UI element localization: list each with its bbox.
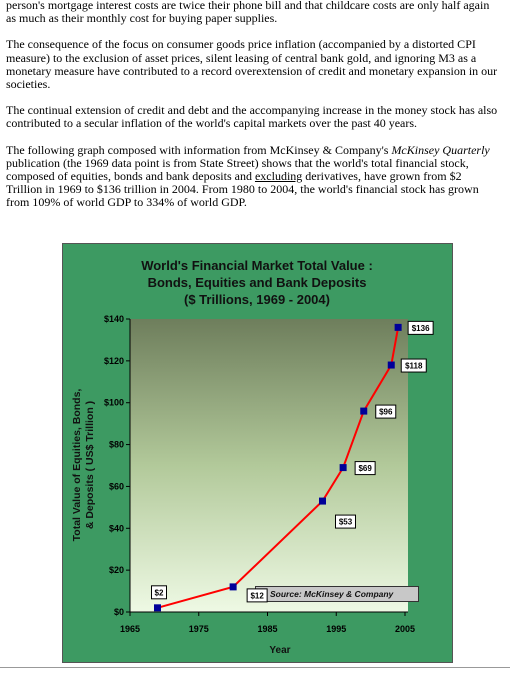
data-label-box [246, 588, 268, 603]
data-point [387, 361, 395, 369]
y-tick-label: $140 [104, 314, 124, 324]
data-point [339, 464, 347, 472]
x-axis-label: Year [269, 645, 290, 656]
chart-title: World's Financial Market Total Value : [141, 258, 373, 273]
chart-title: ($ Trillions, 1969 - 2004) [184, 292, 330, 307]
y-tick-label: $0 [114, 607, 124, 617]
y-axis-label: & Deposits ( US$ Trillion ) [84, 401, 96, 529]
data-label-box [354, 461, 376, 476]
y-tick-label: $80 [109, 440, 124, 450]
data-label: $96 [379, 408, 393, 417]
text: The continual extension of credit and de… [6, 103, 498, 131]
y-tick-label: $100 [104, 398, 124, 408]
data-label-box [407, 320, 434, 335]
data-label: $136 [412, 324, 430, 333]
data-point [319, 497, 326, 505]
data-label: $69 [358, 464, 372, 473]
emphasis: excluding [254, 169, 303, 184]
data-label: $118 [405, 362, 423, 371]
document: person's mortgage interest costs are twi… [6, 0, 500, 223]
text: The following graph composed with inform… [6, 142, 392, 157]
text: publication (the 1969 data point is from… [6, 155, 469, 184]
x-tick-label: 1985 [257, 624, 277, 634]
paragraph: The consequence of the focus on consumer… [6, 38, 500, 91]
chart-title: Bonds, Equities and Bank Deposits [148, 275, 367, 290]
data-label-box [400, 358, 427, 373]
annotation: Source: McKinsey & Company [270, 589, 395, 599]
y-tick-label: $120 [104, 356, 124, 366]
paragraph: person's mortgage interest costs are twi… [6, 0, 500, 25]
text: The consequence of the focus on consumer… [6, 37, 498, 92]
text: derivatives, have grown from $2 Trillion… [6, 169, 479, 210]
x-tick-label: 2005 [395, 624, 415, 634]
data-label-box [375, 404, 397, 419]
data-point [394, 323, 402, 331]
y-axis-label: Total Value of Equities, Bonds, [71, 389, 83, 542]
data-label: $12 [250, 591, 264, 600]
data-label: $53 [339, 518, 353, 527]
data-label: $2 [155, 588, 164, 597]
y-tick-label: $40 [109, 523, 124, 533]
y-tick-label: $20 [109, 565, 124, 575]
data-point [360, 407, 368, 415]
data-label-box [151, 585, 167, 600]
data-label-box [335, 514, 356, 529]
text: person's mortgage interest costs are twi… [6, 0, 490, 26]
y-tick-label: $60 [109, 481, 124, 491]
publication-title: McKinsey Quarterly [391, 142, 490, 157]
paragraph: The continual extension of credit and de… [6, 103, 500, 131]
x-tick-label: 1995 [326, 624, 346, 634]
x-tick-label: 1965 [120, 624, 140, 634]
x-tick-label: 1975 [189, 624, 209, 634]
paragraph: The following graph composed with inform… [6, 142, 500, 210]
data-point [154, 604, 161, 612]
data-point [229, 583, 237, 591]
